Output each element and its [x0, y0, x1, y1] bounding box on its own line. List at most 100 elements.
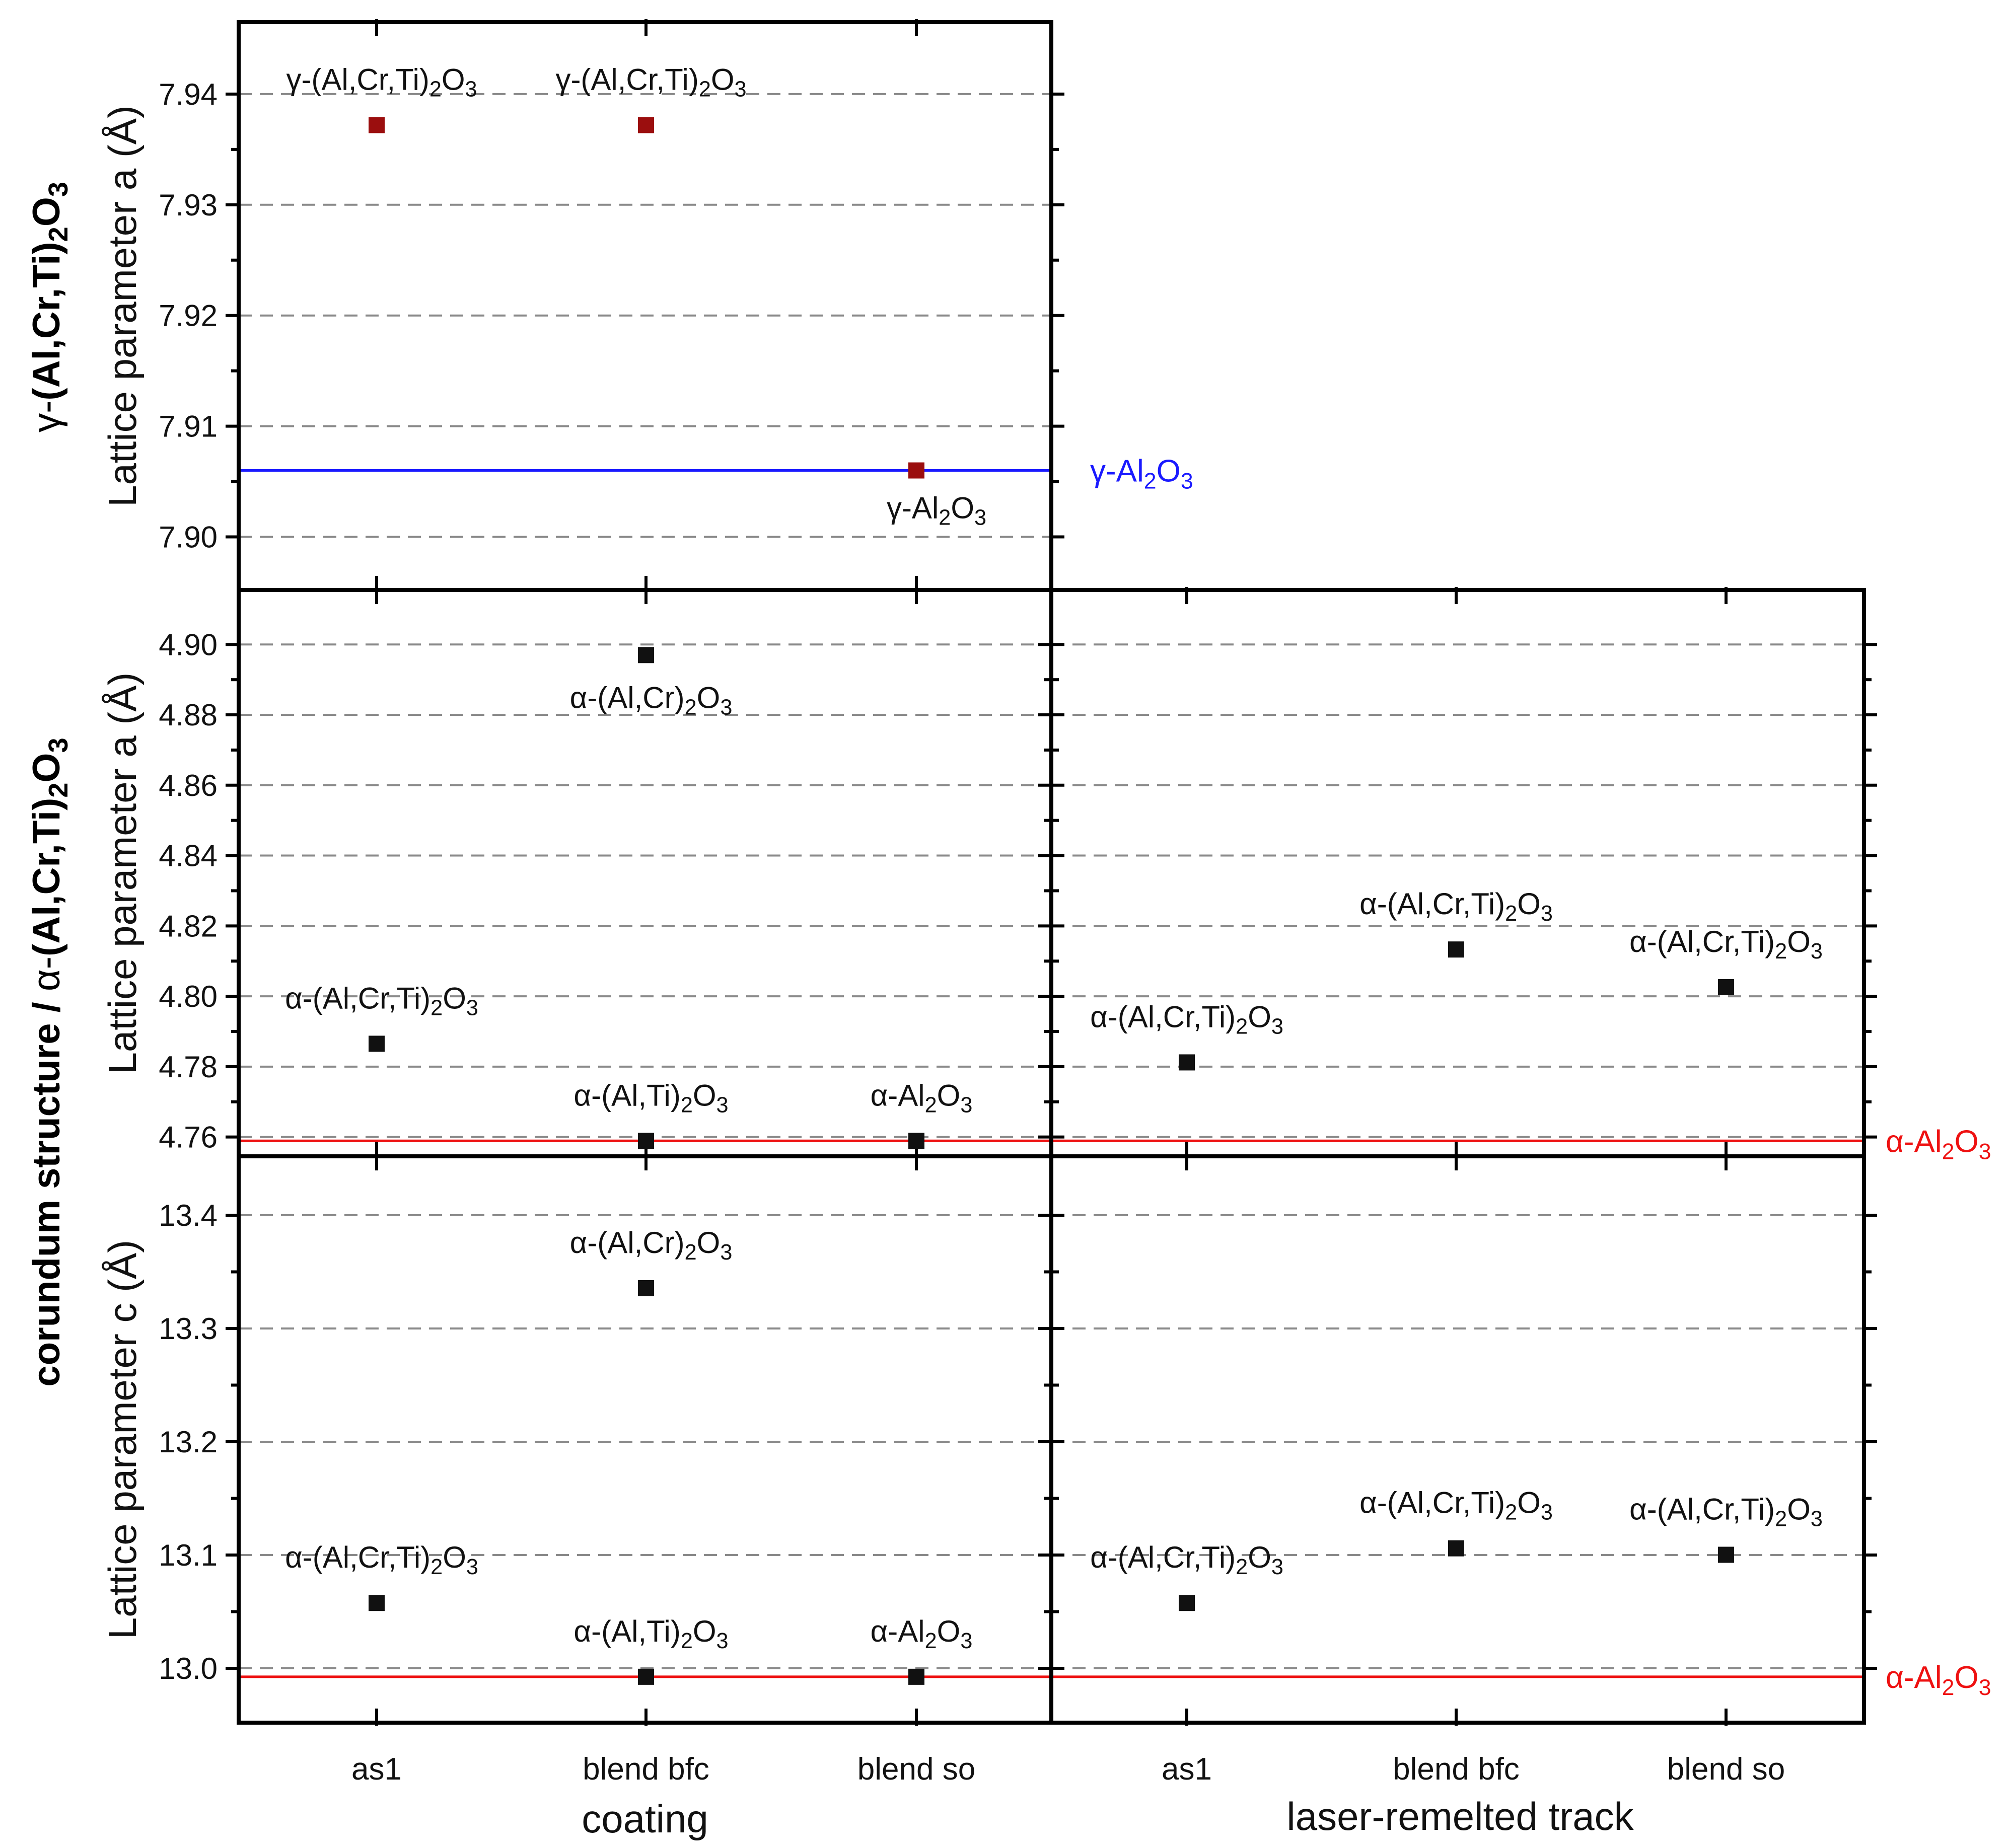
text-run: 3 [1271, 1555, 1283, 1579]
data-label: α-(Al,Cr)2O3 [570, 1226, 733, 1265]
text-run: O [693, 1614, 716, 1648]
y-tick-label: 4.90 [159, 628, 218, 661]
text-run: 2 [939, 505, 951, 530]
x-category-label: blend bfc [1393, 1752, 1520, 1787]
text-run: α-(Al,Cr) [570, 1226, 685, 1260]
text-run: O [1517, 1486, 1541, 1520]
data-point [369, 117, 385, 133]
panel-frame [1049, 1154, 1866, 1725]
text-run: 3 [1541, 1501, 1553, 1525]
text-run: α-Al [871, 1078, 925, 1112]
text-run: 2 [1775, 1507, 1787, 1531]
text-run: α-(Al,Cr,Ti) [285, 1540, 430, 1574]
text-run: α-Al [1886, 1124, 1942, 1159]
text-run: 2 [925, 1093, 937, 1117]
text-run: α-(Al,Cr,Ti) [1359, 1486, 1505, 1520]
x-category-label: blend so [857, 1752, 975, 1787]
text-run: 3 [716, 1629, 729, 1653]
y-tick-label: 13.0 [159, 1652, 218, 1685]
panel-frame [237, 588, 1053, 1158]
data-points-layer [369, 117, 1734, 1685]
text-run: O [1248, 1540, 1271, 1574]
x-category-label: as1 [351, 1752, 402, 1787]
text-run: O [1787, 1493, 1811, 1526]
text-run: O [693, 1078, 716, 1112]
text-run: O [711, 62, 735, 96]
text-run: 2 [1236, 1555, 1248, 1579]
text-run: 3 [1181, 469, 1193, 493]
text-run: O [25, 753, 68, 782]
text-run: 3 [43, 182, 74, 197]
data-label: α-(Al,Cr)2O3 [570, 681, 733, 719]
data-point [908, 1668, 924, 1685]
text-run: O [25, 197, 68, 227]
text-run: 2 [685, 695, 697, 719]
data-point [638, 647, 654, 663]
data-label: α-(Al,Cr,Ti)2O3 [285, 1540, 478, 1579]
text-run: γ-Al [887, 491, 939, 525]
text-run: α-Al [1886, 1660, 1942, 1695]
text-run: 3 [43, 737, 74, 753]
reference-label: γ-Al2O3 [1090, 454, 1193, 494]
y-tick-label: 13.3 [159, 1312, 218, 1346]
text-run: 2 [681, 1629, 693, 1653]
y-tick-label: 4.76 [159, 1121, 218, 1154]
text-run: 2 [925, 1629, 937, 1653]
data-label: γ-(Al,Cr,Ti)2O3 [286, 62, 477, 101]
data-point [638, 1280, 654, 1296]
y-tick-label: 4.78 [159, 1050, 218, 1084]
text-run: 2 [1942, 1139, 1955, 1164]
text-run: 3 [1979, 1139, 1991, 1164]
data-point [369, 1036, 385, 1052]
y-axis-label: Lattice parameter a (Å) [100, 673, 145, 1074]
text-run: 3 [1979, 1675, 1991, 1699]
data-point [638, 117, 654, 133]
text-run: 2 [685, 1240, 697, 1265]
text-run: 3 [735, 77, 747, 101]
text-run: γ-(Al,Cr,Ti) [286, 62, 429, 96]
y-tick-label: 13.4 [159, 1199, 218, 1232]
text-run: γ-Al [1090, 454, 1144, 489]
text-run: 3 [720, 1240, 732, 1265]
text-run: O [697, 681, 721, 714]
y-tick-label: 4.82 [159, 909, 218, 943]
labels-layer: 7.90 7.91 7.92 7.93 7.94 Lattice parameter a … [25, 62, 1991, 1841]
y-axis-label: Lattice parameter c (Å) [100, 1240, 145, 1639]
text-run: O [951, 491, 974, 525]
y-tick-label: 13.2 [159, 1425, 218, 1459]
text-run: 3 [974, 505, 986, 530]
x-category-label: blend so [1667, 1752, 1785, 1787]
text-run: O [1954, 1124, 1978, 1159]
text-run: 2 [699, 77, 711, 101]
text-run: α-(Al,Cr,Ti) [1090, 1540, 1236, 1574]
y-tick-label: 4.88 [159, 698, 218, 732]
text-run: O [697, 1226, 721, 1260]
text-run: 3 [466, 1555, 478, 1579]
y-tick-label: 4.80 [159, 980, 218, 1013]
text-run: 2 [1144, 469, 1157, 493]
text-run: 3 [1811, 939, 1823, 964]
text-run: 2 [430, 1555, 443, 1579]
text-run: 2 [1505, 1501, 1517, 1525]
text-run: O [443, 981, 466, 1015]
text-run: 3 [716, 1093, 729, 1117]
text-run: α-(Al,Cr) [570, 681, 685, 714]
text-run: α-(Al,Ti) [573, 1078, 680, 1112]
text-run: 2 [43, 783, 74, 798]
text-run: α-(Al,Cr,Ti) [1629, 925, 1775, 958]
text-run: O [1517, 887, 1541, 921]
y-tick-label: 7.91 [159, 410, 218, 443]
text-run: 2 [1236, 1014, 1248, 1039]
y-tick-label: 7.94 [159, 78, 218, 111]
text-run: 3 [466, 996, 478, 1020]
data-label: α-(Al,Cr,Ti)2O3 [1359, 1486, 1553, 1525]
text-run: O [1248, 1000, 1271, 1033]
text-run: 3 [1541, 902, 1553, 926]
grid-layer [239, 93, 1864, 1669]
text-run: 3 [1811, 1507, 1823, 1531]
text-run: α-(Al,Ti) [573, 1614, 680, 1648]
y-tick-label: 7.93 [159, 188, 218, 222]
y-tick-label: 7.92 [159, 299, 218, 333]
text-run: (Al,Cr,Ti) [25, 798, 68, 956]
